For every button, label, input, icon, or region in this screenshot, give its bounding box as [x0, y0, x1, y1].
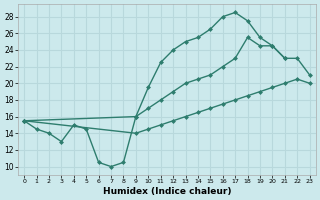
X-axis label: Humidex (Indice chaleur): Humidex (Indice chaleur) [103, 187, 231, 196]
